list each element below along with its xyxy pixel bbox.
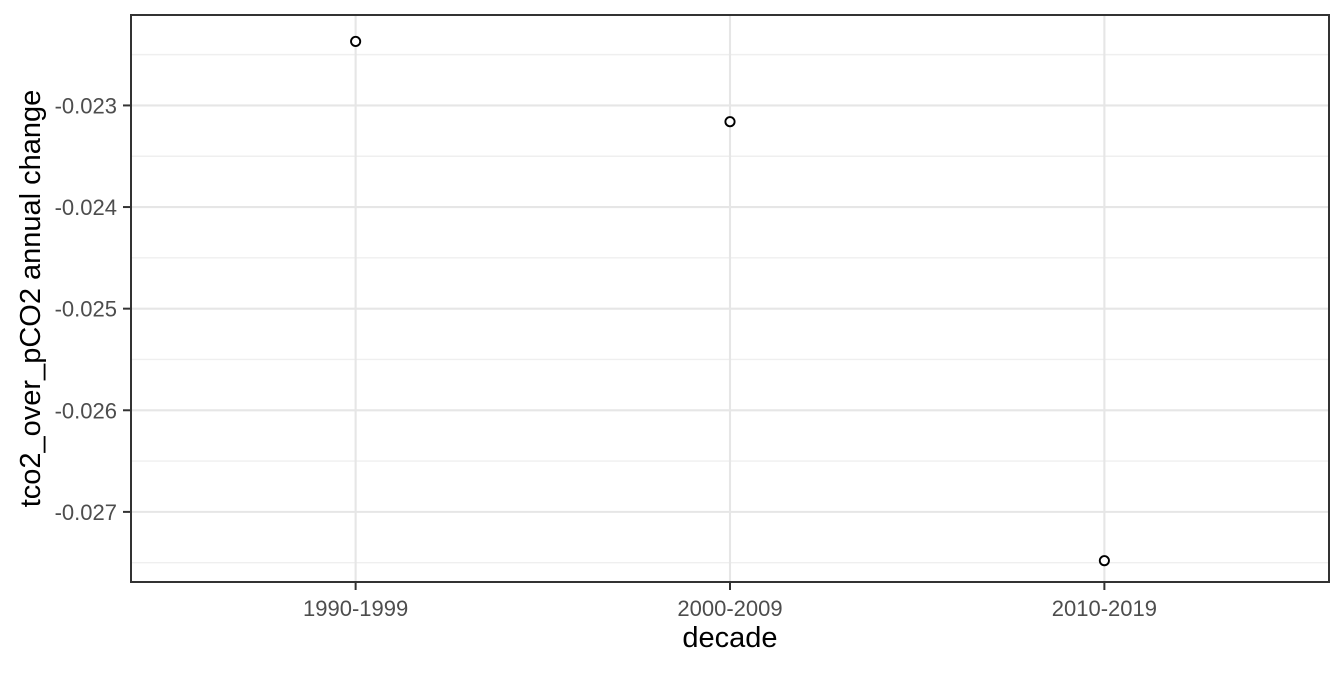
data-point bbox=[724, 116, 736, 128]
y-axis-title: tco2_over_pCO2 annual change bbox=[15, 90, 47, 508]
x-tick-label: 2010-2019 bbox=[1052, 596, 1157, 621]
major-gridlines bbox=[131, 15, 1329, 582]
panel-border bbox=[130, 14, 1330, 583]
data-point bbox=[1098, 555, 1110, 567]
y-tick-labels: -0.023 -0.024 -0.025 -0.026 -0.027 bbox=[55, 93, 117, 524]
axis-ticks bbox=[123, 104, 1106, 590]
data-points bbox=[350, 35, 1110, 567]
x-tick-label: 2000-2009 bbox=[677, 596, 782, 621]
data-point bbox=[350, 35, 362, 47]
y-tick-label: -0.027 bbox=[55, 500, 117, 525]
x-tick-label: 1990-1999 bbox=[303, 596, 408, 621]
y-tick-label: -0.026 bbox=[55, 398, 117, 423]
y-tick-label: -0.025 bbox=[55, 297, 117, 322]
x-tick-labels: 1990-1999 2000-2009 2010-2019 bbox=[303, 596, 1157, 621]
y-tick-label: -0.024 bbox=[55, 195, 117, 220]
y-tick-label: -0.023 bbox=[55, 93, 117, 118]
x-axis-title: decade bbox=[682, 622, 777, 654]
